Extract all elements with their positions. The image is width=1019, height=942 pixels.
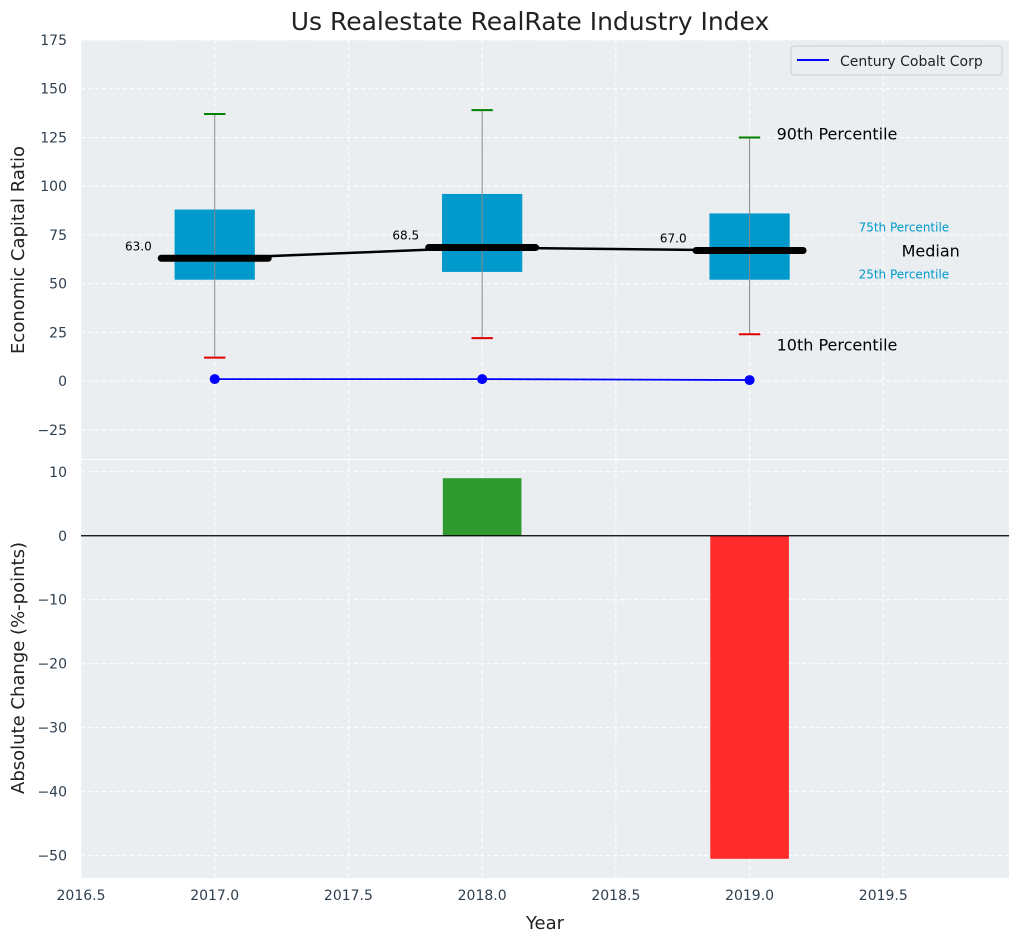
x-tick-label: 2018.5 xyxy=(591,888,640,904)
legend: Century Cobalt Corp xyxy=(790,45,1003,76)
top-y-tick-label: 50 xyxy=(49,277,67,293)
bottom-y-tick-label: 0 xyxy=(58,529,67,545)
x-tick-label: 2016.5 xyxy=(57,888,106,904)
legend-label: Century Cobalt Corp xyxy=(840,54,983,70)
top-y-tick-label: 125 xyxy=(40,130,67,146)
x-tick-label: 2018.0 xyxy=(458,888,507,904)
top-y-tick-label: 75 xyxy=(49,228,67,244)
top-y-tick-label: 100 xyxy=(40,179,67,195)
change-bar-decrease xyxy=(710,535,789,859)
annotation-p90: 90th Percentile xyxy=(777,124,898,143)
top-y-tick-label: 150 xyxy=(40,82,67,98)
bottom-plot-area xyxy=(81,460,1009,878)
median-value-label: 68.5 xyxy=(392,229,419,243)
bottom-y-tick-label: −50 xyxy=(37,849,67,865)
change-bar-increase xyxy=(442,478,522,536)
top-y-tick-label: −25 xyxy=(37,423,67,439)
annotation-p25: 25th Percentile xyxy=(859,268,950,282)
company-point xyxy=(477,374,488,385)
bottom-y-tick-label: −40 xyxy=(37,785,67,801)
x-tick-label: 2019.0 xyxy=(725,888,774,904)
annotation-median: Median xyxy=(902,241,960,260)
bottom-y-axis-title: Absolute Change (%-points) xyxy=(8,542,29,794)
x-axis-title: Year xyxy=(525,913,565,934)
absolute-change-panel: −50 −40 −30 −20 −10 0 10 2016.5 2017.0 2017.5 2018… xyxy=(37,460,1009,904)
top-y-tick-label: 0 xyxy=(58,374,67,390)
x-tick-label: 2017.5 xyxy=(324,888,373,904)
top-y-axis-title: Economic Capital Ratio xyxy=(8,146,29,354)
median-value-label: 67.0 xyxy=(660,231,687,245)
legend-box xyxy=(790,45,1003,76)
percentile-panel: −25 0 25 50 75 100 125 150 175 63.0 68.5 67.0 90th P… xyxy=(37,33,1009,459)
company-point xyxy=(209,374,220,385)
bottom-y-tick-label: −20 xyxy=(37,657,67,673)
annotation-p10: 10th Percentile xyxy=(777,335,898,354)
x-tick-label: 2017.0 xyxy=(190,888,239,904)
median-value-label: 63.0 xyxy=(125,239,152,253)
top-y-tick-label: 175 xyxy=(40,33,67,49)
bottom-y-tick-label: 10 xyxy=(49,465,67,481)
bottom-y-tick-label: −10 xyxy=(37,593,67,609)
bottom-y-tick-label: −30 xyxy=(37,721,67,737)
company-point xyxy=(744,375,755,386)
top-y-tick-label: 25 xyxy=(49,325,67,341)
x-tick-label: 2019.5 xyxy=(859,888,908,904)
annotation-p75: 75th Percentile xyxy=(859,220,950,234)
chart-title: Us Realestate RealRate Industry Index xyxy=(291,7,770,36)
